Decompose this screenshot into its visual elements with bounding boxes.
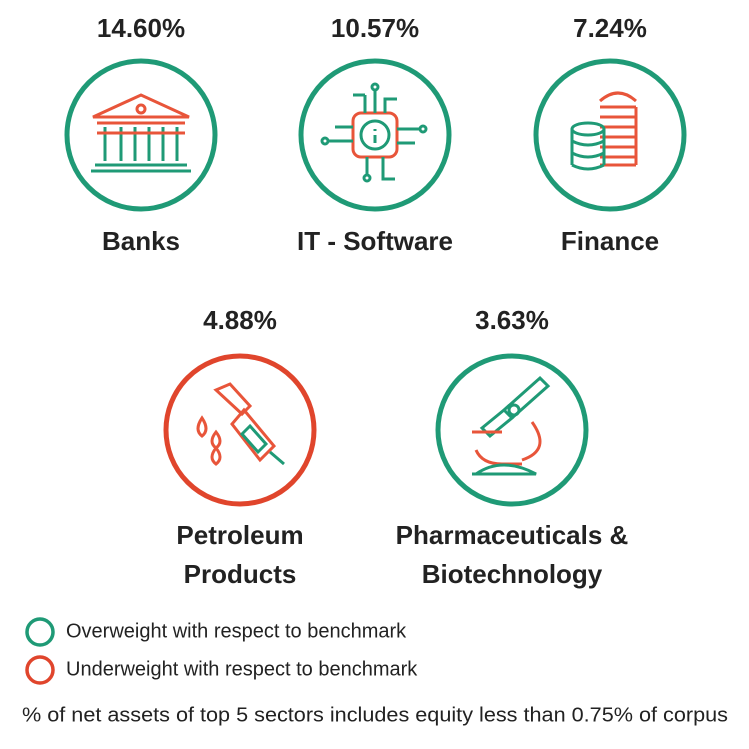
sector-name: Biotechnology [422,559,603,589]
footnote: % of net assets of top 5 sectors include… [22,704,728,726]
sector-value: 14.60% [97,13,185,43]
bank-icon [91,93,191,173]
sector-ring [435,353,589,507]
sector-name: Finance [561,226,659,256]
coins-icon [570,91,638,171]
sector-ring [533,58,687,212]
sector-ring [64,58,218,212]
sector-value: 4.88% [203,305,277,335]
microscope-icon [472,375,551,476]
sector-name: Banks [102,226,180,256]
sector-name: Petroleum [176,520,303,550]
sector-value: 7.24% [573,13,647,43]
sector-ring [298,58,452,212]
sector-name: IT - Software [297,226,453,256]
fuel-pump-icon [196,382,285,466]
sector-name: Pharmaceuticals & [396,520,629,550]
sector-name: Products [184,559,297,589]
sector-value: 3.63% [475,305,549,335]
legend-swatch [25,617,55,647]
sector-ring [163,353,317,507]
legend-label: Overweight with respect to benchmark [66,620,407,642]
sector-value: 10.57% [331,13,419,43]
chip-icon [320,82,428,183]
legend-label: Underweight with respect to benchmark [66,658,418,680]
legend-swatch [25,655,55,685]
